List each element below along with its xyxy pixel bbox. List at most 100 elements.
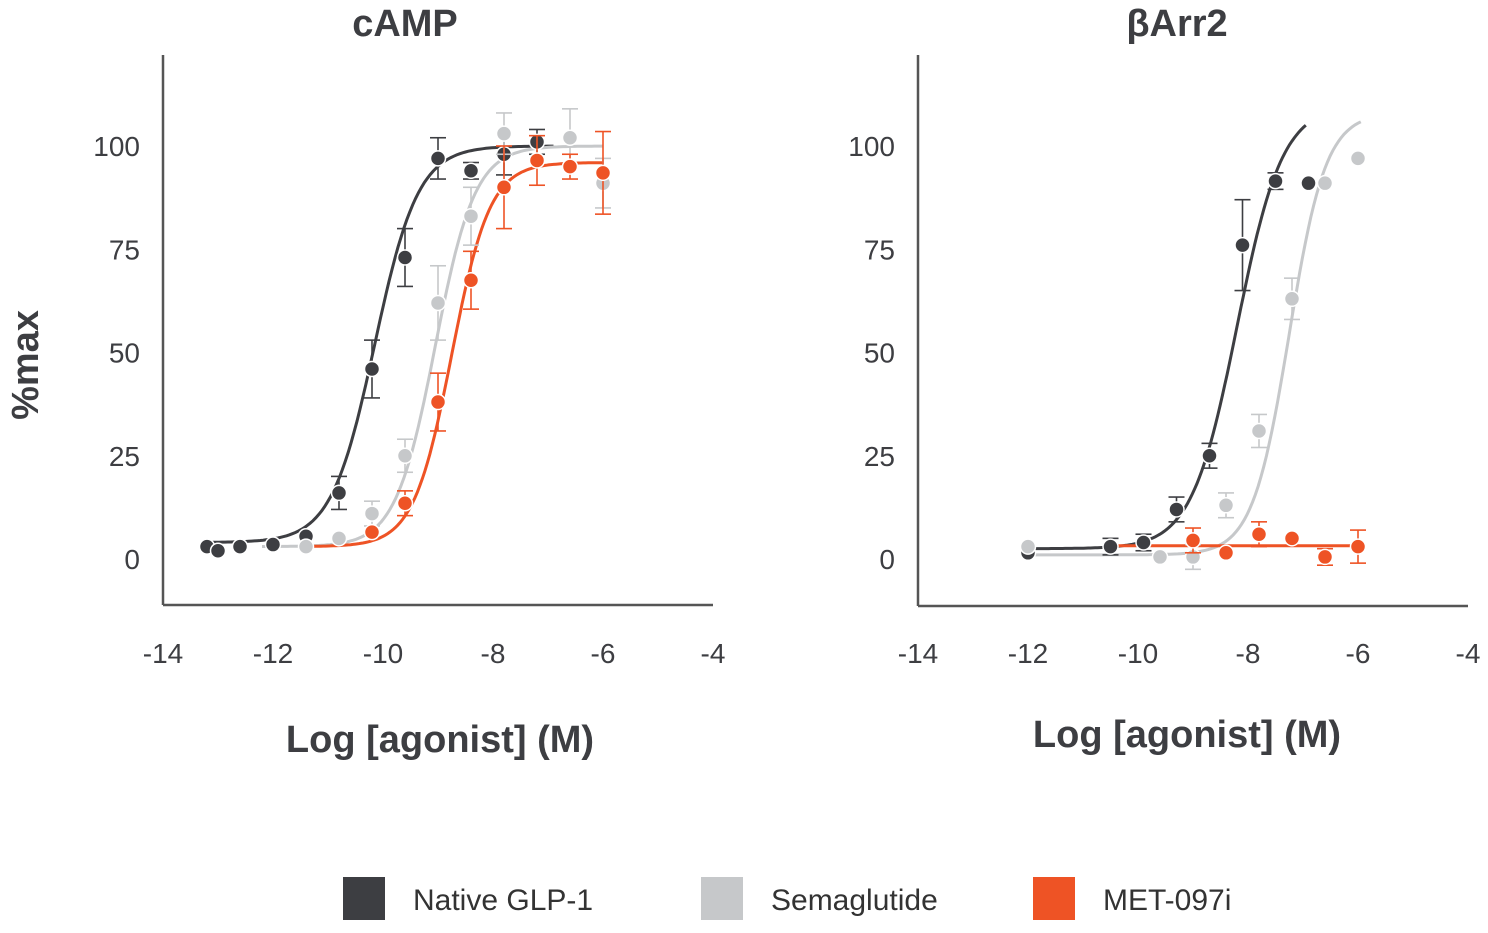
- data-point-semaglutide: [1250, 413, 1268, 449]
- x-tick-label: -4: [1456, 638, 1481, 669]
- marker: [1349, 538, 1367, 555]
- legend-item-native-glp1: Native GLP-1: [343, 877, 593, 920]
- y-tick-label: 50: [864, 338, 895, 369]
- data-point-semaglutide: [330, 530, 348, 547]
- marker: [1135, 534, 1152, 551]
- marker: [1250, 525, 1268, 543]
- legend-label: Semaglutide: [771, 884, 938, 917]
- data-point-semaglutide: [1217, 492, 1235, 519]
- marker: [363, 505, 381, 522]
- camp-panel: cAMP %max Log [agonist] (M) -14 -12 -10 -8 -…: [5, 3, 725, 761]
- legend-swatch: [701, 877, 743, 920]
- marker: [363, 523, 381, 541]
- data-point-native-glp-1: [264, 536, 282, 553]
- data-point-met-097i: [429, 372, 447, 432]
- data-point-native-glp-1: [1168, 496, 1185, 523]
- x-axis-label: Log [agonist] (M): [1033, 714, 1341, 756]
- y-tick-label: 25: [864, 441, 895, 472]
- marker: [1102, 538, 1119, 555]
- data-point-met-097i: [1349, 529, 1367, 564]
- y-tick-label: 0: [879, 544, 895, 575]
- marker: [594, 164, 612, 182]
- data-point-semaglutide: [1151, 548, 1169, 566]
- data-point-met-097i: [396, 490, 414, 517]
- fit-curve-native-glp-1: [201, 144, 554, 544]
- marker: [231, 538, 249, 555]
- data-point-semaglutide: [1283, 277, 1301, 321]
- chart-title: βArr2: [1126, 3, 1227, 45]
- data-point-met-097i: [528, 134, 546, 187]
- x-axis-label: Log [agonist] (M): [286, 719, 594, 761]
- data-point-met-097i: [1184, 527, 1202, 554]
- marker: [1217, 544, 1235, 562]
- data-point-native-glp-1: [396, 227, 414, 288]
- marker: [429, 294, 447, 312]
- marker: [396, 494, 414, 512]
- y-tick-label: 100: [93, 131, 140, 162]
- marker: [330, 530, 348, 547]
- legend-item-met-097i: MET-097i: [1033, 877, 1231, 920]
- fit-curve-semaglutide: [262, 144, 603, 548]
- marker: [1184, 532, 1202, 549]
- marker: [462, 271, 480, 289]
- data-point-native-glp-1: [1234, 198, 1251, 292]
- legend-swatch: [343, 877, 385, 920]
- marker: [495, 179, 513, 196]
- y-tick-label: 0: [124, 544, 140, 575]
- marker: [1349, 150, 1367, 167]
- y-tick-label: 25: [109, 441, 140, 472]
- data-point-semaglutide: [297, 538, 315, 555]
- marker: [495, 125, 513, 142]
- data-point-native-glp-1: [330, 475, 348, 511]
- x-tick-label: -14: [143, 638, 183, 669]
- data-point-native-glp-1: [1201, 442, 1218, 469]
- data-point-native-glp-1: [1300, 174, 1317, 192]
- data-point-met-097i: [594, 130, 612, 215]
- x-tick-label: -8: [481, 638, 506, 669]
- marker: [1283, 290, 1301, 308]
- marker: [1217, 497, 1235, 514]
- marker: [264, 536, 282, 553]
- marker: [429, 393, 447, 411]
- x-tick-label: -10: [363, 638, 403, 669]
- data-point-native-glp-1: [231, 538, 249, 555]
- x-tick-label: -14: [898, 638, 938, 669]
- y-tick-label: 100: [848, 131, 895, 162]
- data-point-native-glp-1: [209, 542, 227, 559]
- data-point-met-097i: [462, 250, 480, 310]
- legend-swatch: [1033, 877, 1075, 920]
- data-point-semaglutide: [363, 500, 381, 527]
- data-point-native-glp-1: [1102, 537, 1119, 556]
- data-point-met-097i: [1217, 544, 1235, 562]
- marker: [1201, 447, 1218, 464]
- legend-label: Native GLP-1: [413, 884, 593, 917]
- y-tick-label: 50: [109, 338, 140, 369]
- data-point-native-glp-1: [1267, 172, 1284, 191]
- fit-curve-native-glp-1: [1028, 124, 1307, 551]
- legend: Native GLP-1 Semaglutide MET-097i: [343, 877, 1231, 920]
- marker: [528, 152, 546, 169]
- marker: [1151, 548, 1169, 566]
- data-point-semaglutide: [462, 186, 480, 246]
- x-tick-label: -12: [253, 638, 293, 669]
- marker: [462, 207, 480, 225]
- data-point-met-097i: [1283, 530, 1301, 547]
- x-tick-label: -6: [591, 638, 616, 669]
- y-axis-label: %max: [5, 310, 47, 420]
- legend-item-semaglutide: Semaglutide: [701, 877, 938, 920]
- data-point-native-glp-1: [429, 136, 447, 180]
- marker: [561, 129, 579, 146]
- y-tick-label: 75: [864, 234, 895, 265]
- marker: [1250, 422, 1268, 440]
- marker: [1019, 538, 1037, 555]
- marker: [1300, 174, 1317, 192]
- marker: [1234, 236, 1251, 254]
- marker: [429, 150, 447, 167]
- marker: [330, 484, 348, 502]
- data-point-met-097i: [363, 523, 381, 541]
- data-point-semaglutide: [396, 438, 414, 474]
- data-point-met-097i: [1250, 521, 1268, 548]
- data-point-met-097i: [495, 145, 513, 230]
- marker: [297, 538, 315, 555]
